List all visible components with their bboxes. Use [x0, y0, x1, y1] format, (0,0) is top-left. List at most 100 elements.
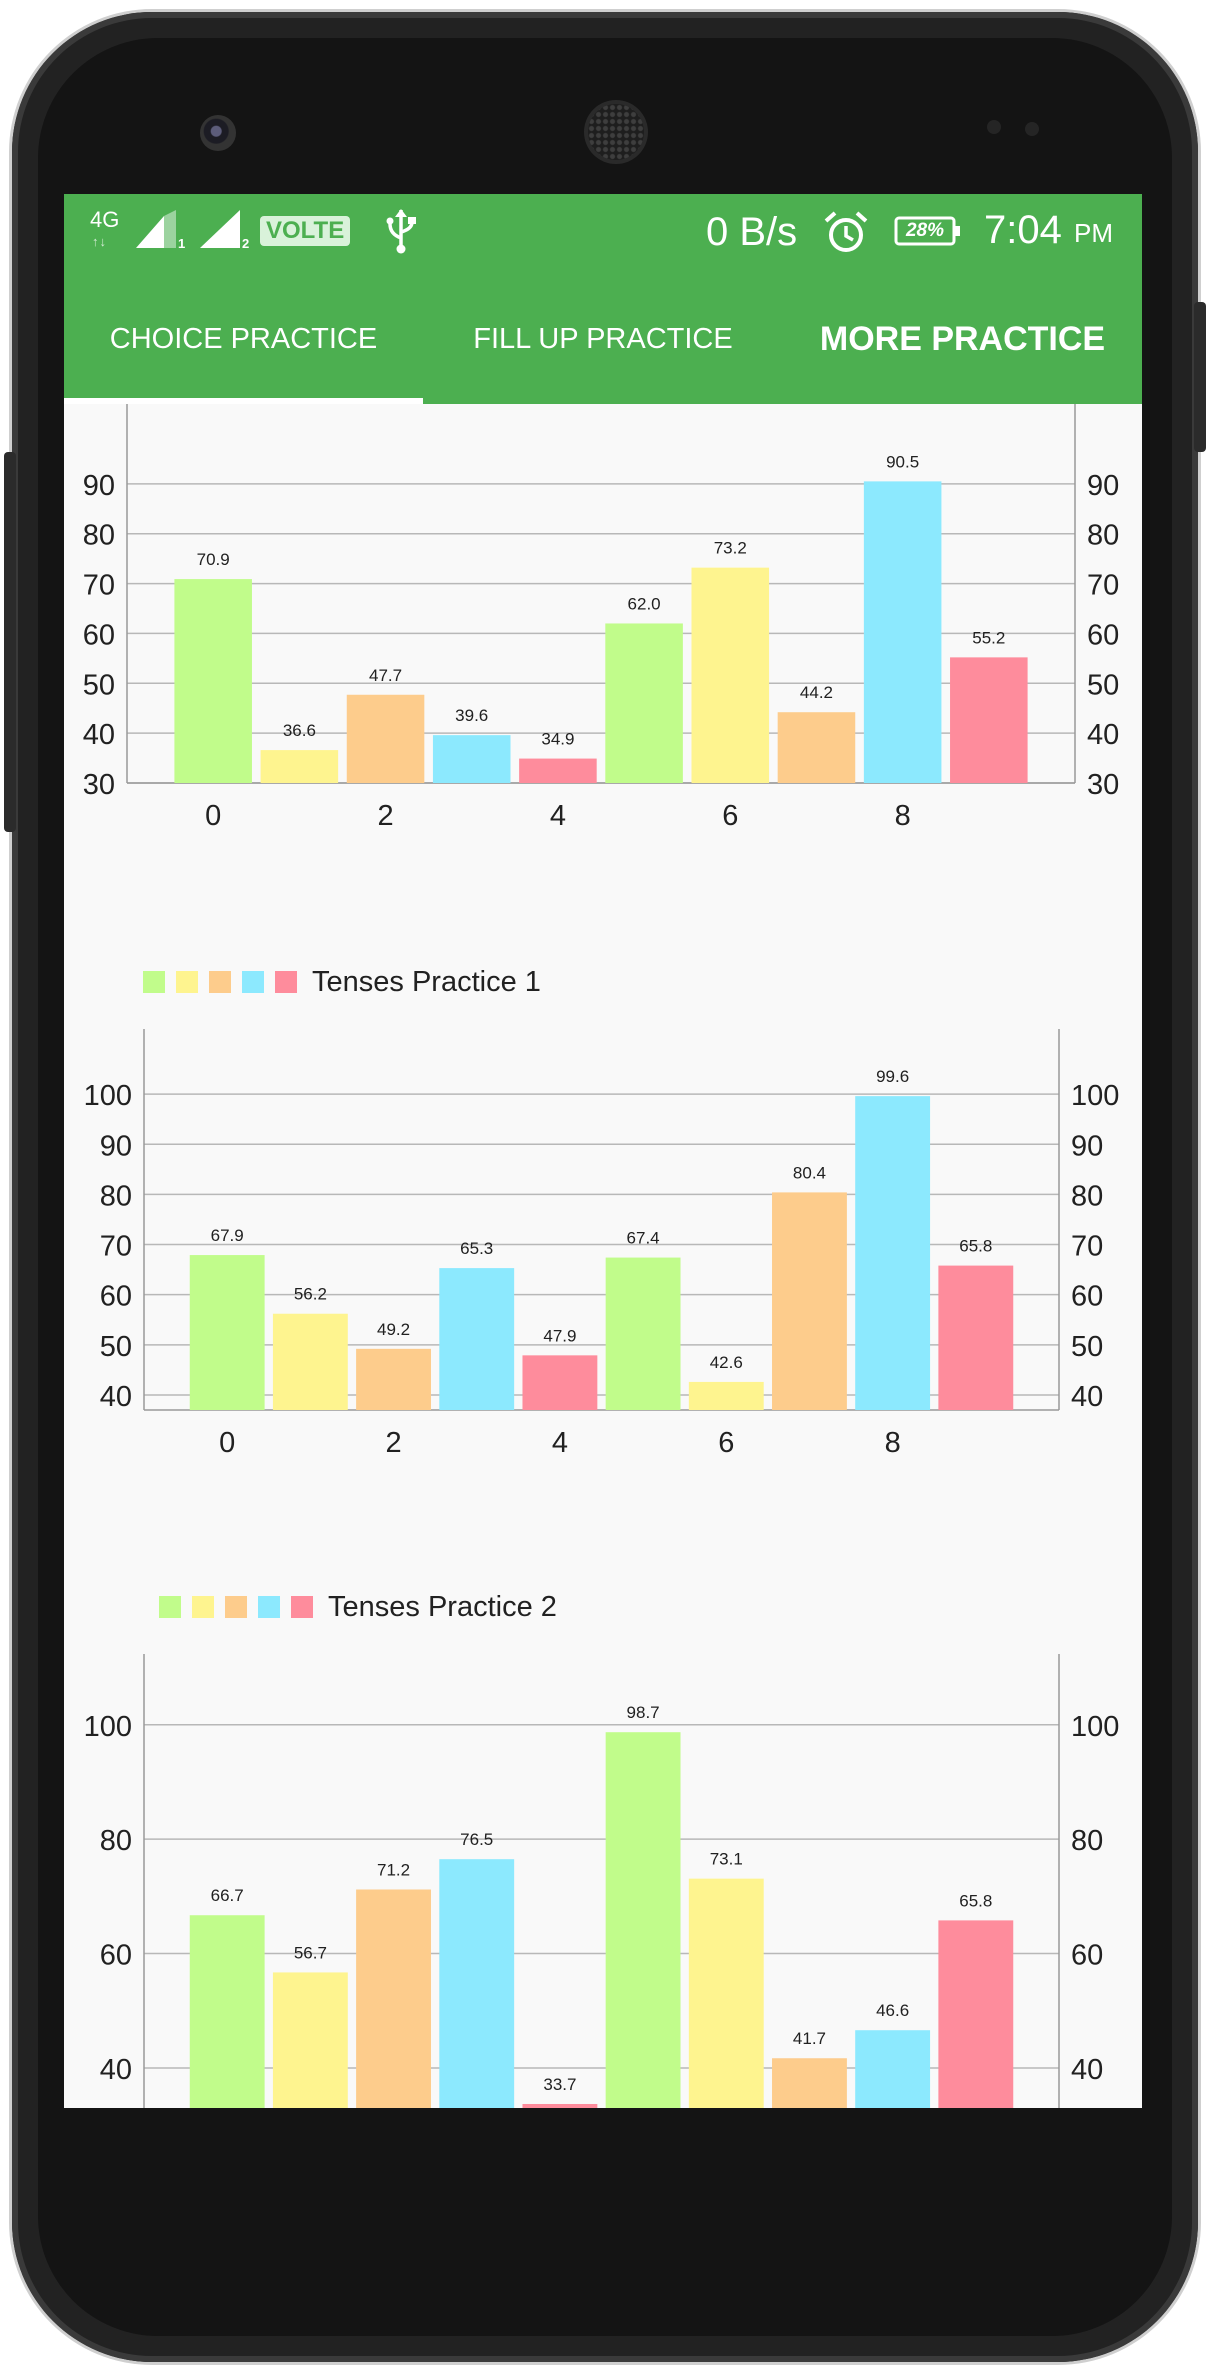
- bar-value-label: 73.1: [710, 1850, 743, 1869]
- status-bar: 4G ↑↓ 1 2 VOLTE 0 B/s: [64, 194, 1142, 274]
- bar-value-label: 33.7: [543, 2075, 576, 2094]
- legend-swatch: [258, 1596, 280, 1618]
- bar-value-label: 34.9: [541, 730, 574, 749]
- y-tick-label-right: 40: [1071, 1381, 1103, 1413]
- bar: [855, 2030, 931, 2108]
- bar-value-label: 39.6: [455, 706, 488, 725]
- front-camera: [200, 115, 236, 151]
- bar: [272, 1972, 348, 2108]
- earpiece-speaker: [588, 104, 644, 160]
- chart-list[interactable]: 30 30 40 40 50 50 60 60 70 70 80 80 90 90 70.9 36.6 47.7…: [64, 404, 1142, 2108]
- legend-swatch: [242, 971, 264, 993]
- bar: [688, 1381, 764, 1410]
- bar-value-label: 42.6: [710, 1353, 743, 1372]
- bar: [356, 1889, 431, 2108]
- y-tick-label-right: 50: [1087, 669, 1119, 701]
- tab-more-practice[interactable]: MORE PRACTICE: [819, 320, 1106, 358]
- y-tick-label-right: 90: [1087, 470, 1119, 502]
- bar-value-label: 66.7: [211, 1886, 244, 1905]
- bar: [605, 1732, 681, 2108]
- tab-bar: CHOICE PRACTICE FILL UP PRACTICE MORE PR…: [64, 274, 1142, 404]
- light-sensor: [1025, 122, 1039, 136]
- x-tick-label: 2: [385, 1427, 401, 1459]
- clock-time: 7:04: [984, 208, 1062, 252]
- legend-swatch: [192, 1596, 214, 1618]
- bar: [605, 1257, 681, 1410]
- bar-value-label: 62.0: [628, 594, 661, 613]
- bar-value-label: 56.7: [294, 1943, 327, 1962]
- x-tick-label: 4: [552, 1427, 568, 1459]
- tab-choice-practice[interactable]: CHOICE PRACTICE: [109, 323, 378, 355]
- legend-swatch: [275, 971, 297, 993]
- bar-value-label: 80.4: [793, 1163, 826, 1182]
- y-tick-label: 50: [100, 1331, 132, 1363]
- bar: [691, 567, 770, 783]
- bar-value-label: 36.6: [283, 721, 316, 740]
- volume-button: [4, 452, 16, 832]
- chart-legend: Tenses Practice 1: [143, 962, 541, 1002]
- bar: [272, 1313, 348, 1410]
- y-tick-label-right: 60: [1071, 1281, 1103, 1313]
- chart-tenses-practice-1: 30 30 40 40 50 50 60 60 70 70 80 80 90 90 70.9 36.6 47.7…: [64, 404, 1142, 1024]
- y-tick-label-right: 30: [1087, 769, 1119, 801]
- bar-value-label: 67.9: [211, 1226, 244, 1245]
- bar: [356, 1348, 431, 1410]
- signal-icon: [136, 210, 176, 248]
- y-tick-label: 90: [83, 470, 115, 502]
- y-tick-label-right: 40: [1071, 2054, 1103, 2086]
- x-tick-label: 0: [219, 1427, 235, 1459]
- y-tick-label: 80: [100, 1180, 132, 1212]
- power-button: [1194, 302, 1206, 452]
- y-tick-label: 40: [83, 719, 115, 751]
- bar-value-label: 65.8: [959, 1237, 992, 1256]
- legend-swatch: [291, 1596, 313, 1618]
- legend-swatch: [176, 971, 198, 993]
- y-tick-label: 100: [84, 1080, 132, 1112]
- bar: [938, 1920, 1014, 2108]
- bar-value-label: 71.2: [377, 1860, 410, 1879]
- bar-value-label: 76.5: [460, 1830, 493, 1849]
- tab-fill-up-practice[interactable]: FILL UP PRACTICE: [473, 323, 733, 355]
- bar: [777, 712, 856, 783]
- bar-value-label: 47.9: [543, 1326, 576, 1345]
- legend-swatch: [159, 1596, 181, 1618]
- bar: [938, 1265, 1014, 1410]
- bar-value-label: 99.6: [876, 1067, 909, 1086]
- bar: [260, 750, 339, 783]
- bar: [174, 579, 252, 783]
- chart-legend: Tenses Practice 2: [159, 1587, 557, 1627]
- legend-label: Tenses Practice 1: [312, 965, 541, 998]
- y-tick-label: 30: [83, 769, 115, 801]
- bar-value-label: 65.8: [959, 1891, 992, 1910]
- legend-swatch: [143, 971, 165, 993]
- app-screen: 4G ↑↓ 1 2 VOLTE 0 B/s: [64, 194, 1142, 2108]
- bar: [519, 758, 597, 783]
- y-tick-label-right: 80: [1071, 1180, 1103, 1212]
- bar-value-label: 67.4: [627, 1229, 660, 1248]
- y-tick-label-right: 70: [1087, 570, 1119, 602]
- y-tick-label: 50: [83, 669, 115, 701]
- y-tick-label-right: 60: [1071, 1940, 1103, 1972]
- bar-value-label: 56.2: [294, 1285, 327, 1304]
- bar: [346, 694, 425, 783]
- bar-chart-3: 40 40 60 60 80 80 100 100 66.7 56.7 71.2 76.5 33.7 98…: [84, 1654, 1119, 2108]
- x-tick-label: 6: [718, 1427, 734, 1459]
- y-tick-label: 70: [100, 1231, 132, 1263]
- chart-tenses-practice-3: 40 40 60 60 80 80 100 100 66.7 56.7 71.2 76.5 33.7 98…: [64, 1654, 1142, 2108]
- y-tick-label-right: 80: [1087, 520, 1119, 552]
- chart-tenses-practice-2: 40 40 50 50 60 60 70 70 80 80 90 90 100 100 67.9 56.2 49…: [64, 1029, 1142, 1649]
- y-tick-label-right: 60: [1087, 619, 1119, 651]
- bar: [605, 623, 683, 783]
- bar: [439, 1859, 515, 2108]
- bar: [189, 1915, 265, 2108]
- bar-value-label: 73.2: [714, 539, 747, 558]
- data-rate: 0 B/s: [706, 210, 798, 254]
- y-tick-label: 80: [100, 1825, 132, 1857]
- battery-icon: 28%: [894, 216, 962, 246]
- y-tick-label-right: 50: [1071, 1331, 1103, 1363]
- y-tick-label: 80: [83, 520, 115, 552]
- x-tick-label: 4: [550, 800, 566, 832]
- bar-value-label: 98.7: [627, 1703, 660, 1722]
- x-tick-label: 6: [722, 800, 738, 832]
